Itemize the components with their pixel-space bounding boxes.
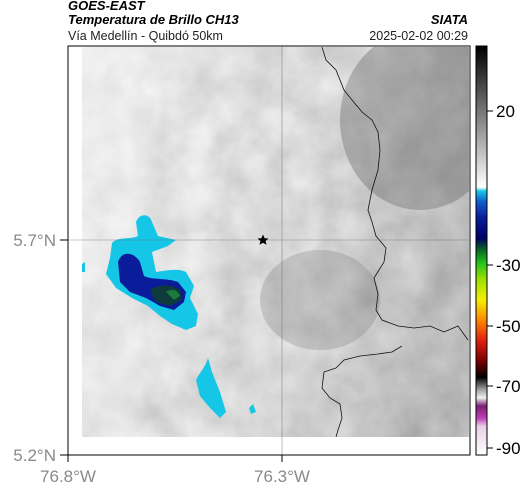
lon-axis: 76.8°W 76.3°W <box>40 455 310 486</box>
map-panel <box>67 45 471 456</box>
map-frame <box>67 45 471 456</box>
border-line-south <box>321 367 343 437</box>
lat-axis: 5.7°N 5.2°N <box>13 231 68 465</box>
lon-tick-label: 76.3°W <box>254 467 310 486</box>
brightness-temperature-image <box>82 47 469 437</box>
colorbar-tick-label: -90 <box>496 439 521 458</box>
star-icon <box>257 234 269 245</box>
lat-tick-label: 5.2°N <box>13 446 56 465</box>
satellite-title: GOES-EAST <box>68 0 145 13</box>
colorbar: 20 -30 -50 -70 -90 <box>475 45 521 458</box>
border-line <box>321 47 469 341</box>
organization-label: SIATA <box>430 12 468 27</box>
colorbar-tick-label: 20 <box>496 102 515 121</box>
cold-cloud-region <box>82 215 256 418</box>
product-title: Temperatura de Brillo CH13 <box>68 12 239 27</box>
lat-tick-label: 5.7°N <box>13 231 56 250</box>
route-subtitle: Vía Medellín - Quibdó 50km <box>68 29 223 43</box>
lon-tick-label: 76.8°W <box>40 467 96 486</box>
datetime-label: 2025-02-02 00:29 <box>369 29 468 43</box>
colorbar-gradient <box>475 45 488 456</box>
colorbar-tick-label: -70 <box>496 377 521 396</box>
border-line-mid <box>335 345 403 369</box>
colorbar-tick-label: -30 <box>496 256 521 275</box>
colorbar-tick-label: -50 <box>496 317 521 336</box>
